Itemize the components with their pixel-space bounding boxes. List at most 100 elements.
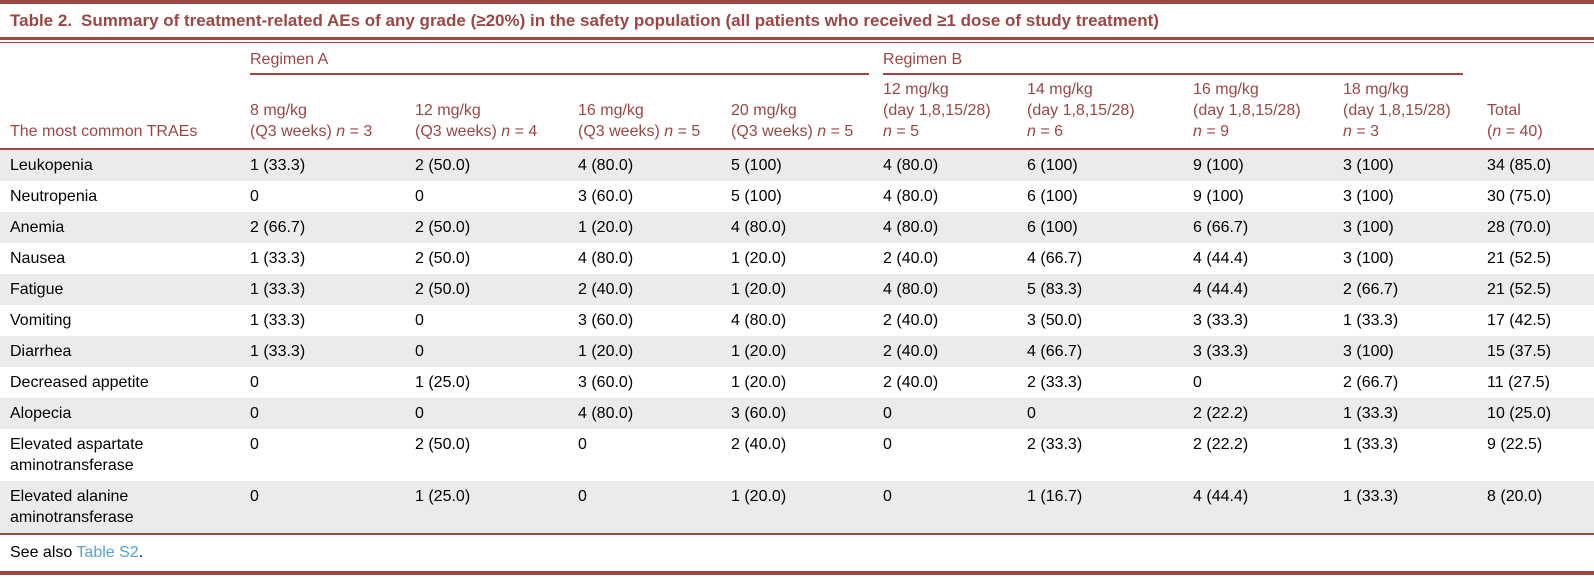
dose-line: 18 mg/kg — [1343, 81, 1409, 98]
data-cell: 2 (66.7) — [1343, 281, 1399, 298]
footnote-prefix: See also — [10, 544, 77, 561]
column-header-row: The most common TRAEs 8 mg/kg (Q3 weeks)… — [0, 75, 1594, 150]
column-header-b-16mgkg: 16 mg/kg (day 1,8,15/28) n = 9 — [1193, 75, 1344, 150]
table-row: Nausea 1 (33.3) 2 (50.0) 4 (80.0) 1 (20.0) 2 … — [0, 243, 1594, 274]
data-cell: 5 (83.3) — [1027, 281, 1083, 298]
dose-line: 16 mg/kg — [578, 102, 644, 119]
column-header-a-16mgkg: 16 mg/kg (Q3 weeks) n = 5 — [578, 75, 731, 150]
data-cell: 1 (25.0) — [415, 481, 578, 535]
data-cell: 3 (100) — [1343, 188, 1394, 205]
table-title-text: Summary of treatment-related AEs of any … — [81, 11, 1159, 30]
group-header-regimen-b: Regimen B — [883, 43, 1487, 75]
table-row: Elevated alanine aminotransferase 0 1 (25.… — [0, 481, 1594, 535]
schedule-line: (day 1,8,15/28) — [1343, 102, 1451, 119]
ae-row-label: Nausea — [10, 250, 66, 267]
dose-line: 8 mg/kg — [250, 102, 307, 119]
group-header-spacer — [1487, 43, 1594, 75]
data-cell: 1 (20.0) — [578, 219, 634, 236]
data-cell: 0 — [883, 481, 1028, 535]
dose-line: 16 mg/kg — [1193, 81, 1259, 98]
n-count: n — [1492, 123, 1502, 140]
table-header: Regimen A Regimen B The most common TRAE… — [0, 43, 1594, 150]
dose-line: 20 mg/kg — [731, 102, 797, 119]
data-cell: 0 — [578, 436, 587, 453]
n-line: n = 5 — [883, 123, 920, 140]
data-cell: 0 — [415, 343, 424, 360]
n-count: n — [817, 123, 827, 140]
data-cell: 3 (33.3) — [1193, 312, 1249, 329]
data-cell: 3 (60.0) — [578, 312, 634, 329]
data-cell: 5 (100) — [731, 188, 782, 205]
data-cell: 2 (40.0) — [578, 281, 634, 298]
data-cell: 2 (50.0) — [415, 250, 471, 267]
n-count: n — [883, 123, 892, 140]
schedule-line: (day 1,8,15/28) — [1027, 102, 1135, 119]
group-header-spacer — [0, 43, 250, 75]
data-cell: 1 (33.3) — [250, 312, 306, 329]
data-cell: 1 (20.0) — [731, 281, 787, 298]
table-number-label: Table 2. — [10, 11, 73, 30]
data-cell: 0 — [883, 405, 892, 422]
data-cell: 2 (66.7) — [250, 219, 306, 236]
data-cell: 1 (20.0) — [578, 343, 634, 360]
column-header-b-12mgkg: 12 mg/kg (day 1,8,15/28) n = 5 — [883, 75, 1028, 150]
dose-line: 14 mg/kg — [1027, 81, 1093, 98]
data-cell: 5 (100) — [731, 157, 782, 174]
data-cell: 0 — [415, 312, 424, 329]
data-cell: 0 — [250, 188, 259, 205]
data-cell: 2 (50.0) — [415, 219, 471, 236]
data-cell: 1 (33.3) — [250, 343, 306, 360]
data-cell: 9 (100) — [1193, 188, 1244, 205]
ae-row-label: Elevated aspartate aminotransferase — [10, 436, 144, 474]
row-header-label: The most common TRAEs — [0, 75, 250, 150]
n-count: n — [1193, 123, 1202, 140]
data-cell: 4 (80.0) — [883, 188, 939, 205]
table-row: Decreased appetite 0 1 (25.0) 3 (60.0) 1 (20… — [0, 367, 1594, 398]
data-cell: 21 (52.5) — [1487, 250, 1552, 267]
data-cell: 2 (33.3) — [1027, 374, 1083, 391]
group-header-row: Regimen A Regimen B — [0, 43, 1594, 75]
ae-row-label: Elevated alanine aminotransferase — [0, 481, 250, 535]
table-row: Fatigue 1 (33.3) 2 (50.0) 2 (40.0) 1 (20.0) 4… — [0, 274, 1594, 305]
column-header-a-20mgkg: 20 mg/kg (Q3 weeks) n = 5 — [731, 75, 884, 150]
ae-row-label: Alopecia — [10, 405, 72, 422]
data-cell: 6 (100) — [1027, 219, 1078, 236]
data-cell: 2 (66.7) — [1343, 374, 1399, 391]
table-body: Leukopenia 1 (33.3) 2 (50.0) 4 (80.0) 5 (100… — [0, 149, 1594, 535]
data-cell: 2 (50.0) — [415, 281, 471, 298]
data-cell: 8 (20.0) — [1487, 481, 1594, 535]
table-row: Anemia 2 (66.7) 2 (50.0) 1 (20.0) 4 (80.0) 4 … — [0, 212, 1594, 243]
data-cell: 1 (20.0) — [731, 250, 787, 267]
table-row: Elevated aspartate aminotransferase 0 2 (5… — [0, 429, 1594, 481]
data-cell: 3 (60.0) — [578, 188, 634, 205]
table-s2-link[interactable]: Table S2 — [76, 544, 139, 561]
n-count: n — [1343, 123, 1352, 140]
data-cell: 2 (40.0) — [883, 343, 939, 360]
table-title-bar: Table 2. Summary of treatment-related AEs… — [0, 0, 1594, 40]
ae-row-label: Diarrhea — [10, 343, 72, 360]
n-count: n — [336, 123, 346, 140]
data-cell: 6 (66.7) — [1193, 219, 1249, 236]
data-cell: 1 (20.0) — [731, 343, 787, 360]
data-cell: 4 (44.4) — [1193, 250, 1249, 267]
data-cell: 0 — [578, 481, 731, 535]
data-cell: 4 (44.4) — [1193, 481, 1344, 535]
data-cell: 0 — [415, 188, 424, 205]
title-divider-rule — [0, 42, 1594, 43]
column-header-a-12mgkg: 12 mg/kg (Q3 weeks) n = 4 — [415, 75, 578, 150]
data-cell: 28 (70.0) — [1487, 219, 1552, 236]
table-row: Alopecia 0 0 4 (80.0) 3 (60.0) 0 0 2 (22.2) 1 (3… — [0, 398, 1594, 429]
column-header-a-8mgkg: 8 mg/kg (Q3 weeks) n = 3 — [250, 75, 415, 150]
regimen-b-label: Regimen B — [883, 51, 1464, 75]
schedule-line: (Q3 weeks) n = 3 — [250, 123, 373, 140]
data-cell: 9 (22.5) — [1487, 436, 1543, 453]
data-cell: 1 (33.3) — [250, 157, 306, 174]
ae-row-label: Neutropenia — [10, 188, 98, 205]
n-count: n — [664, 123, 674, 140]
schedule-line: (Q3 weeks) n = 5 — [731, 123, 854, 140]
data-cell: 17 (42.5) — [1487, 312, 1552, 329]
n-line: (n = 40) — [1487, 123, 1543, 140]
column-header-b-18mgkg: 18 mg/kg (day 1,8,15/28) n = 3 — [1343, 75, 1488, 150]
data-cell: 4 (80.0) — [731, 219, 787, 236]
n-line: n = 6 — [1027, 123, 1064, 140]
